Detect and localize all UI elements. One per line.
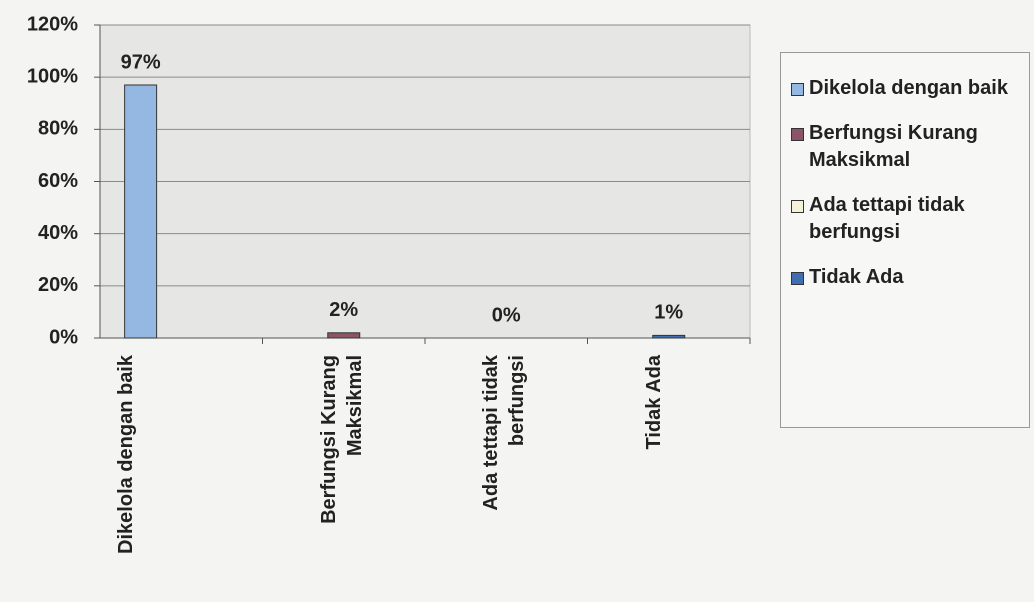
bar	[124, 84, 158, 339]
x-tick-label: Tidak Ada	[642, 355, 665, 450]
value-label: 1%	[654, 302, 683, 324]
legend-swatch	[791, 128, 804, 141]
y-tick-label: 40%	[38, 222, 78, 244]
y-tick-label: 20%	[38, 274, 78, 296]
bar	[327, 332, 361, 339]
bar	[652, 334, 686, 339]
y-tick-label: 60%	[38, 170, 78, 192]
legend-swatch	[791, 83, 804, 96]
legend-swatch	[791, 200, 804, 213]
x-tick-label: Berfungsi Kurang Maksikmal	[317, 355, 366, 524]
value-label: 0%	[492, 304, 521, 326]
value-label: 97%	[121, 51, 161, 73]
legend-entry: Dikelola dengan baik	[791, 75, 1019, 102]
legend-entry: Ada tettapi tidak berfungsi	[791, 192, 1019, 246]
x-tick-label: Ada tettapi tidak berfungsi	[480, 355, 529, 511]
y-tick-label: 100%	[27, 65, 78, 87]
y-tick-label: 0%	[49, 326, 78, 348]
y-tick-label: 80%	[38, 118, 78, 140]
y-tick-label: 120%	[27, 13, 78, 35]
legend-swatch	[791, 272, 804, 285]
x-tick-label: Dikelola dengan baik	[114, 355, 137, 554]
legend-entry: Berfungsi Kurang Maksikmal	[791, 120, 1019, 174]
legend: Dikelola dengan baik Berfungsi Kurang Mak…	[780, 52, 1030, 428]
value-label: 2%	[329, 299, 358, 321]
legend-entry: Tidak Ada	[791, 264, 1019, 291]
